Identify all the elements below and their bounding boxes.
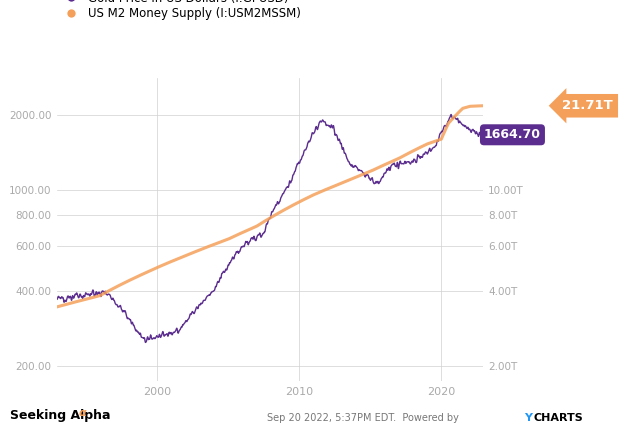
Text: α: α	[78, 408, 86, 418]
Text: CHARTS: CHARTS	[533, 414, 583, 423]
Text: Y: Y	[524, 414, 532, 423]
Text: 1664.70: 1664.70	[484, 128, 541, 141]
Text: Sep 20 2022, 5:37PM EDT.  Powered by: Sep 20 2022, 5:37PM EDT. Powered by	[267, 414, 462, 423]
Legend: Gold Price in US Dollars (I:GPUSD), US M2 Money Supply (I:USM2MSSM): Gold Price in US Dollars (I:GPUSD), US M…	[55, 0, 305, 25]
Text: Seeking Alpha: Seeking Alpha	[10, 409, 110, 422]
Text: 21.71T: 21.71T	[562, 99, 613, 112]
